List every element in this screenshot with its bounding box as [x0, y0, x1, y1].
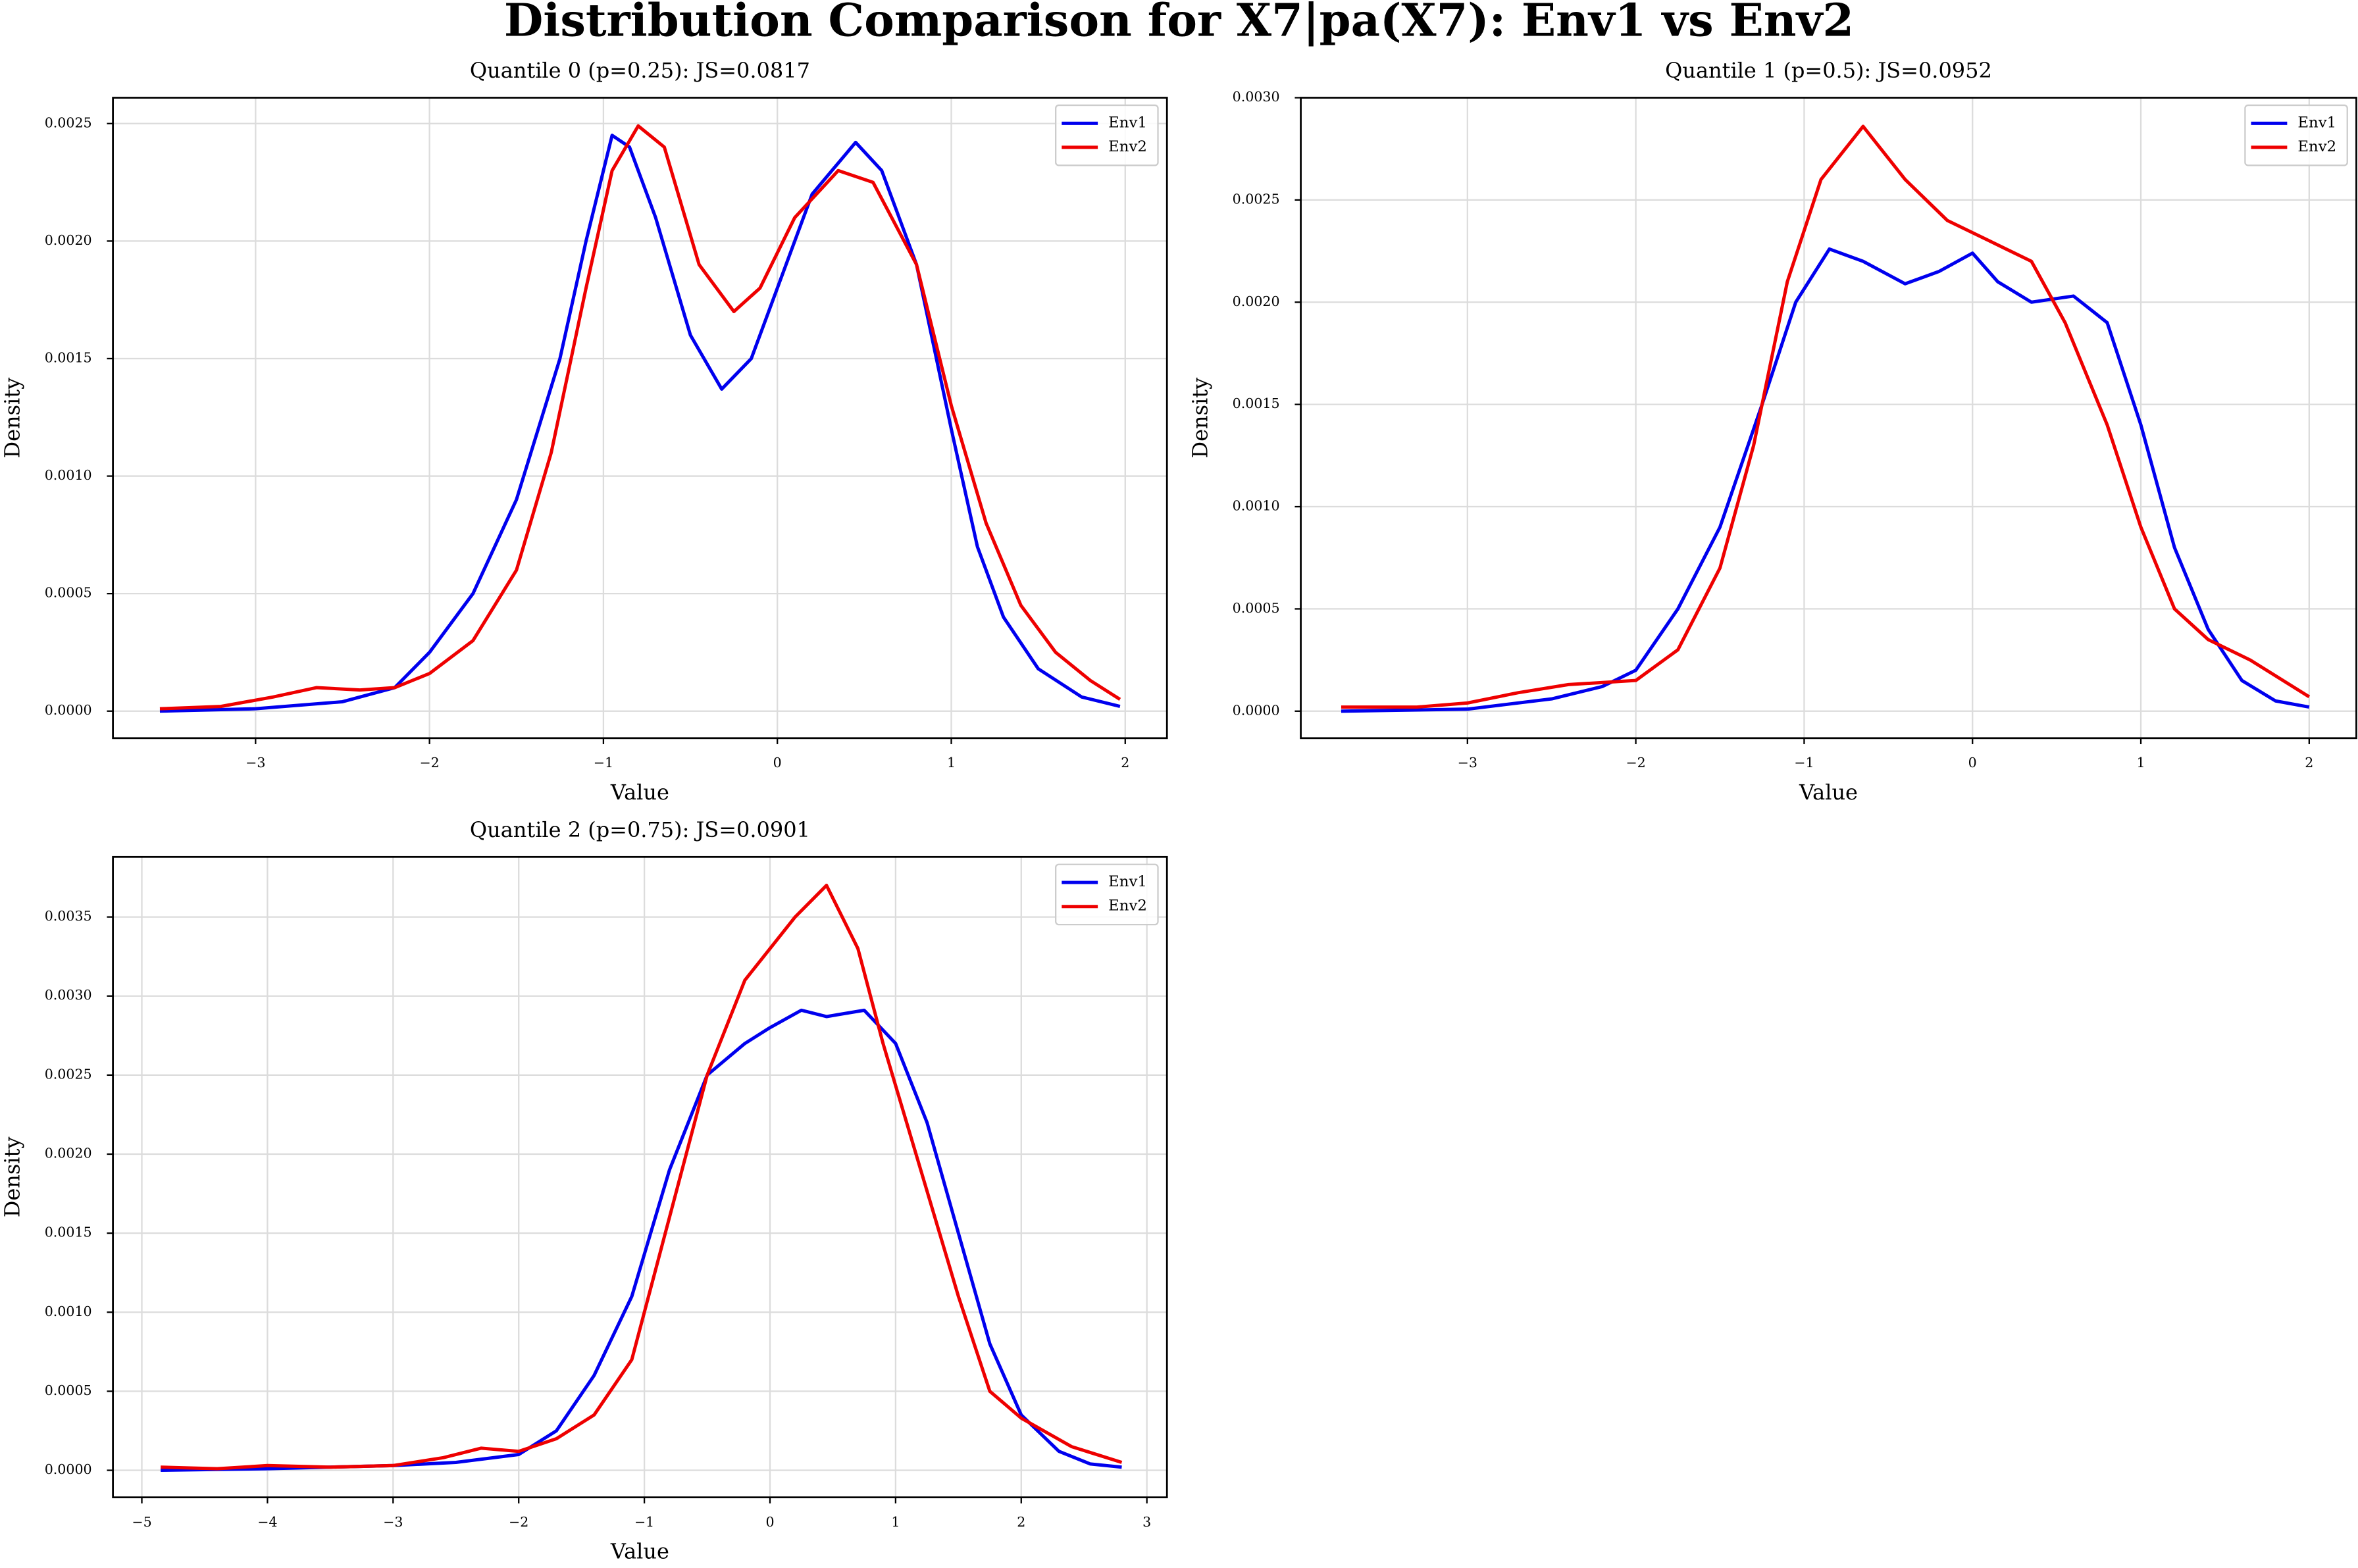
data-line	[1341, 247, 2310, 713]
x-tick-label: −3	[245, 755, 265, 771]
y-tick-label: 0.0015	[1233, 395, 1280, 411]
subplot: Quantile 2 (p=0.75): JS=0.0901 −5 −4 −3 −2 −1…	[0, 817, 1168, 1564]
subplot-title: Quantile 0 (p=0.25): JS=0.0817	[470, 58, 810, 83]
y-tick-label: 0.0005	[45, 585, 92, 601]
y-tick-label: 0.0035	[45, 908, 92, 924]
legend-label: Env2	[1108, 138, 1147, 155]
y-tick-label: 0.0010	[45, 1303, 92, 1319]
legend-label: Env2	[2297, 138, 2336, 155]
subplot-title: Quantile 1 (p=0.5): JS=0.0952	[1665, 58, 1992, 83]
x-axis-label: Value	[1799, 780, 1858, 805]
y-tick-label: 0.0025	[45, 1066, 92, 1082]
figure-title: Distribution Comparison for X7|pa(X7): E…	[504, 0, 1854, 47]
x-axis-label: Value	[610, 780, 669, 805]
y-axis-label: Density	[0, 1137, 24, 1218]
x-tick-label: 0	[773, 755, 782, 771]
plot-frame	[112, 855, 1168, 1498]
x-tick-label: −1	[634, 1514, 654, 1530]
legend-label: Env2	[1108, 898, 1147, 915]
legend-box	[1055, 104, 1159, 166]
x-tick-label: 0	[765, 1514, 774, 1530]
legend-label: Env1	[2297, 114, 2336, 131]
legend: Env1 Env2	[1055, 104, 1159, 166]
y-tick-label: 0.0020	[45, 1146, 92, 1161]
x-tick-label: −4	[257, 1514, 277, 1530]
y-axis-label: Density	[1187, 378, 1212, 459]
y-tick-label: 0.0030	[1233, 89, 1280, 105]
y-tick-label: 0.0010	[1233, 498, 1280, 514]
x-tick-label: −3	[1458, 755, 1477, 771]
subplot: Quantile 1 (p=0.5): JS=0.0952 −3 −2 −1 0 1 2 0.…	[1187, 58, 2357, 805]
y-tick-label: 0.0020	[45, 232, 92, 248]
x-tick-label: −2	[509, 1514, 528, 1530]
y-tick-label: 0.0025	[1233, 191, 1280, 207]
legend-label: Env1	[1108, 873, 1147, 890]
y-tick-label: 0.0000	[1233, 702, 1280, 718]
x-tick-label: 1	[2136, 755, 2145, 771]
x-tick-label: 0	[1968, 755, 1977, 771]
y-tick-label: 0.0030	[45, 987, 92, 1003]
y-tick-label: 0.0015	[45, 1225, 92, 1240]
data-line	[159, 124, 1121, 711]
x-tick-label: 3	[1142, 1514, 1151, 1530]
legend-box	[2244, 104, 2348, 166]
x-tick-label: 2	[1121, 755, 1129, 771]
x-tick-label: −2	[419, 755, 439, 771]
legend-box	[1055, 863, 1159, 926]
y-tick-label: 0.0025	[45, 114, 92, 130]
subplot-title: Quantile 2 (p=0.75): JS=0.0901	[470, 817, 810, 842]
data-line	[161, 1008, 1122, 1473]
x-tick-label: 1	[947, 755, 956, 771]
plot-frame	[1300, 97, 2357, 740]
x-tick-label: −1	[594, 755, 613, 771]
data-line	[161, 884, 1123, 1471]
x-tick-label: −1	[1794, 755, 1814, 771]
x-tick-label: 2	[2305, 755, 2313, 771]
x-tick-label: 1	[891, 1514, 900, 1530]
x-tick-label: 2	[1017, 1514, 1025, 1530]
data-line	[159, 134, 1121, 713]
x-tick-label: −5	[132, 1514, 151, 1530]
legend: Env1 Env2	[2244, 104, 2348, 166]
y-tick-label: 0.0005	[45, 1382, 92, 1398]
y-tick-label: 0.0000	[45, 1461, 92, 1477]
y-tick-label: 0.0010	[45, 467, 92, 483]
x-axis-label: Value	[610, 1539, 669, 1564]
y-tick-label: 0.0020	[1233, 293, 1280, 309]
legend: Env1 Env2	[1055, 863, 1159, 926]
y-tick-label: 0.0000	[45, 702, 92, 718]
plot-frame	[112, 97, 1168, 740]
legend-label: Env1	[1108, 114, 1147, 131]
subplot: Quantile 0 (p=0.25): JS=0.0817 −3 −2 −1 0 1 2 0…	[0, 58, 1168, 805]
y-axis-label: Density	[0, 378, 24, 459]
y-tick-label: 0.0005	[1233, 600, 1280, 616]
y-tick-label: 0.0015	[45, 349, 92, 365]
data-line	[1341, 124, 2311, 709]
x-tick-label: −3	[383, 1514, 403, 1530]
x-tick-label: −2	[1626, 755, 1645, 771]
